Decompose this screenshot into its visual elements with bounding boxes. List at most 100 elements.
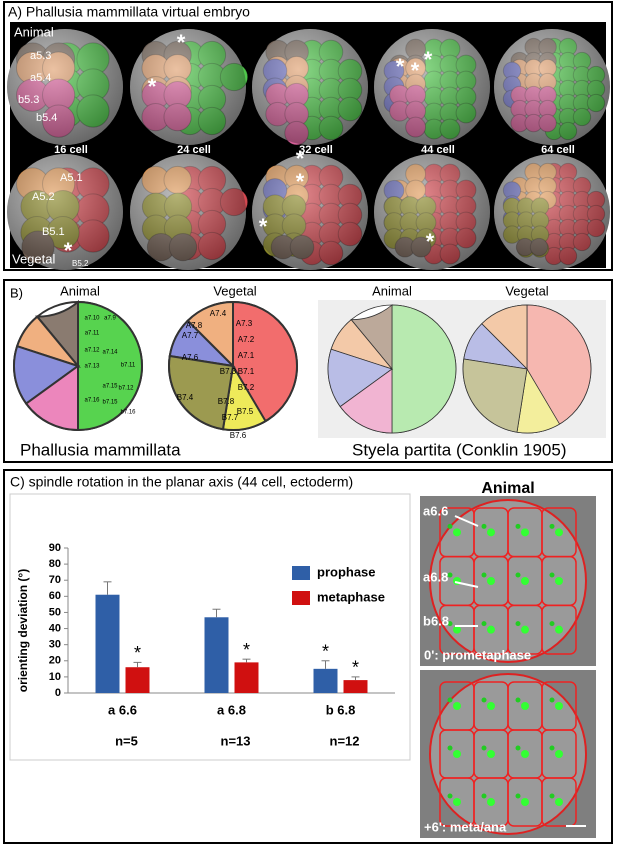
cell-region	[462, 358, 528, 433]
panel-b-label: B)	[10, 285, 23, 300]
spindle	[555, 702, 563, 710]
spindle	[487, 798, 495, 806]
cell-region	[24, 364, 79, 432]
animal-label: Animal	[14, 24, 54, 39]
spindle	[549, 793, 555, 799]
cell-label: A7.8	[186, 321, 203, 330]
spindle	[521, 702, 529, 710]
x-tick-label: b 6.8	[326, 702, 356, 717]
cell-label: B7.6	[230, 431, 247, 440]
y-tick-label: 50	[49, 606, 61, 618]
bar	[234, 662, 259, 693]
image-title: Animal	[481, 480, 534, 497]
spindle	[487, 577, 495, 585]
significance-mark: *	[322, 642, 329, 662]
embryo-shade	[130, 29, 246, 145]
cell-label: a7.10	[84, 316, 100, 322]
cell-label: b7.16	[120, 410, 136, 416]
cell-label: B7.7	[222, 413, 239, 422]
spindle	[447, 621, 453, 627]
cell-label: a7.14	[102, 350, 118, 356]
asterisk: *	[396, 54, 405, 79]
spindle	[521, 577, 529, 585]
x-tick-label: a 6.6	[108, 702, 137, 717]
cell-label: b5.4	[36, 112, 57, 124]
time-label: 0': prometaphase	[424, 647, 531, 662]
spindle	[521, 625, 529, 634]
spindle	[515, 523, 521, 529]
asterisk: *	[426, 229, 435, 254]
cell-label: b6.8	[423, 613, 449, 628]
legend-swatch	[292, 566, 310, 580]
asterisk: *	[424, 47, 433, 72]
time-label: +6': meta/ana	[424, 819, 507, 834]
asterisk: *	[148, 74, 157, 99]
spindle	[555, 528, 563, 537]
spindle	[515, 621, 521, 627]
cell-label: b5.3	[18, 94, 39, 106]
sample-size: n=13	[221, 733, 251, 748]
cell-region	[168, 354, 235, 431]
spindle	[453, 528, 461, 537]
spindle	[521, 750, 529, 758]
bar	[343, 680, 368, 693]
spindle	[487, 625, 495, 634]
cell-label: a5.4	[30, 72, 51, 84]
bar	[313, 668, 338, 693]
asterisk: *	[259, 214, 268, 239]
cell-label: B7.4	[177, 393, 194, 402]
spindle	[549, 697, 555, 703]
species-label: Phallusia mammillata	[20, 440, 181, 459]
spindle	[521, 798, 529, 806]
spindle	[555, 577, 563, 585]
embryo-shade	[252, 154, 368, 270]
embryo-shade	[252, 29, 368, 145]
spindle	[549, 572, 555, 578]
spindle	[521, 528, 529, 537]
cell-region	[391, 304, 457, 434]
cell-region	[339, 368, 393, 434]
cell-label: B7.2	[238, 383, 255, 392]
label-group: 16 cell 24 cell 32 cell 44 cell 64 cell a5.3 a…	[18, 30, 575, 268]
cell-label: a7.16	[84, 398, 100, 404]
spindle	[447, 745, 453, 751]
cell-label: A7.3	[236, 319, 253, 328]
asterisk: *	[177, 30, 186, 55]
cell-label: a7.12	[84, 348, 100, 354]
y-tick-label: 90	[49, 542, 61, 554]
spindle	[555, 750, 563, 758]
spindle	[481, 621, 487, 627]
embryo-shade	[494, 29, 610, 145]
spindle	[453, 750, 461, 758]
cell-label: A7.6	[182, 353, 199, 362]
stage-label: 64 cell	[541, 144, 575, 156]
cell-outline	[541, 777, 577, 827]
x-tick-label: a 6.8	[217, 702, 246, 717]
spindle	[481, 793, 487, 799]
embryo-shade	[374, 154, 490, 270]
panel-c-title: C) spindle rotation in the planar axis (…	[10, 474, 353, 490]
asterisk: *	[296, 169, 305, 194]
animal-label: Animal	[60, 283, 100, 298]
stage-label: 44 cell	[421, 144, 455, 156]
cell-label: a5.3	[30, 50, 51, 62]
cell-label: b7.12	[118, 386, 134, 392]
embryo-shade	[494, 154, 610, 270]
cell-label: A5.1	[60, 172, 83, 184]
cell-label: A7.7	[182, 331, 199, 340]
spindle	[515, 793, 521, 799]
y-tick-label: 70	[49, 574, 61, 586]
significance-mark: *	[352, 658, 359, 678]
pointer-arrow	[454, 515, 479, 527]
image-group: 0': prometaphase +6': meta/ana a6.6 a6.8 b6.…	[420, 496, 596, 838]
cell-label: B7.3	[220, 367, 237, 376]
stage-label: 16 cell	[54, 144, 88, 156]
bar	[204, 617, 229, 693]
vegetal-label: Vegetal	[505, 283, 548, 298]
species-label: Styela partita (Conklin 1905)	[352, 440, 567, 459]
sample-size: n=12	[330, 733, 360, 748]
cell-label: a7.15	[102, 384, 118, 390]
spindle	[447, 793, 453, 799]
cell-label: B7.5	[237, 407, 254, 416]
